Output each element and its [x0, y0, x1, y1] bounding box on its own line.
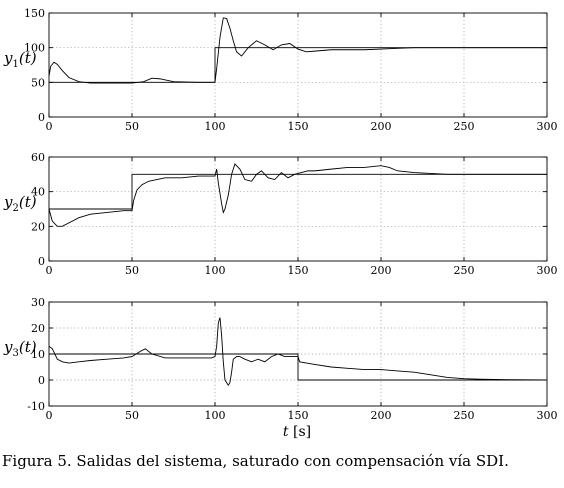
y-tick-label: 20	[31, 220, 45, 233]
y-tick-label: 60	[31, 151, 45, 164]
y-tick-label: 10	[31, 348, 45, 361]
y-tick-label: 0	[38, 255, 45, 268]
reference-line	[49, 47, 547, 83]
figure-caption: Figura 5. Salidas del sistema, saturado …	[2, 452, 509, 470]
output-line	[48, 163, 547, 227]
x-tick-label: 250	[454, 409, 475, 422]
x-tick-label: 100	[205, 264, 226, 277]
x-tick-label: 150	[288, 409, 309, 422]
x-tick-label: 50	[125, 264, 139, 277]
x-tick-label: 300	[537, 264, 558, 277]
x-tick-label: 50	[125, 409, 139, 422]
reference-line	[49, 353, 547, 381]
y-tick-label: -10	[27, 400, 45, 413]
subplot-y2: 0 50 100 150 200 250 300 0 20 40 60 y2(t)	[3, 151, 558, 277]
x-tick-label: 150	[288, 264, 309, 277]
output-line	[48, 17, 547, 84]
x-tick-label: 200	[371, 120, 392, 133]
x-tick-label: 150	[288, 120, 309, 133]
y-tick-label: 50	[31, 76, 45, 89]
x-tick-label: 0	[46, 120, 53, 133]
y-tick-label: 150	[24, 7, 45, 20]
x-tick-label: 250	[454, 264, 475, 277]
y-tick-label: 0	[38, 374, 45, 387]
x-tick-label: 100	[205, 120, 226, 133]
x-tick-label: 0	[46, 409, 53, 422]
x-tick-label: 200	[371, 409, 392, 422]
x-axis-label: t [s]	[283, 424, 311, 440]
y-tick-label: 100	[24, 42, 45, 55]
x-tick-label: 250	[454, 120, 475, 133]
x-tick-label: 300	[537, 120, 558, 133]
x-tick-label: 100	[205, 409, 226, 422]
output-line	[48, 317, 548, 387]
y-tick-label: 30	[31, 296, 45, 309]
y-tick-label: 20	[31, 322, 45, 335]
y-axis-label: y1(t)	[3, 49, 37, 70]
y-tick-label: 0	[38, 111, 45, 124]
x-tick-label: 50	[125, 120, 139, 133]
x-tick-label: 0	[46, 264, 53, 277]
subplot-y1: 0 50 100 150 200 250 300 0 50 100 150 y1(t)	[3, 7, 558, 133]
reference-line	[49, 173, 547, 210]
y-tick-label: 40	[31, 186, 45, 199]
y-axis-label: y2(t)	[3, 193, 37, 214]
x-tick-label: 300	[537, 409, 558, 422]
y-axis-label: y3(t)	[3, 338, 37, 359]
x-tick-label: 200	[371, 264, 392, 277]
